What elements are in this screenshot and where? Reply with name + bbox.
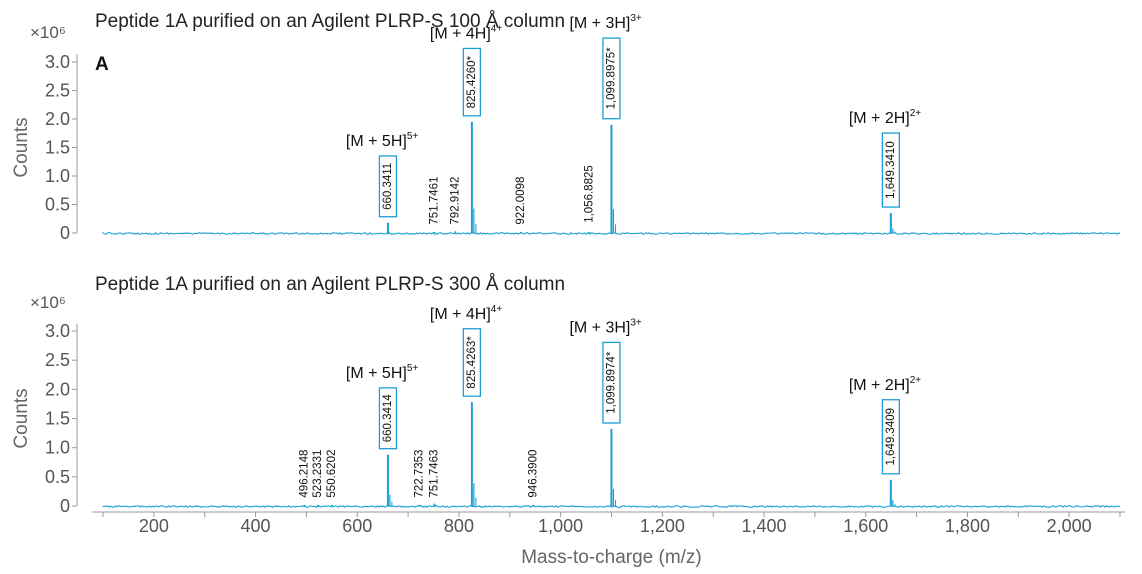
ion-label-text: [M + 3H] [569,15,630,32]
x-tick-label: 1,800 [945,516,990,536]
ion-charge: 5+ [407,131,419,142]
peak-label-box [602,37,621,120]
peak-label-box [462,47,482,117]
baseline-trace [102,504,1121,508]
peak-label: 1,056.8825 [584,165,596,223]
peak-label: 550.6202 [326,450,338,498]
spectrum-panel-2: Peptide 1A purified on an Agilent PLRP-S… [11,274,1125,568]
ion-label-text: [M + 2H] [849,110,910,127]
y-tick-label: 2.0 [45,379,70,399]
x-tick-label: 400 [241,516,271,536]
peak-label: 946.3900 [527,450,539,498]
ion-label: [M + 4H]4+ [430,23,502,42]
peak-label: 751.7461 [428,177,440,225]
y-tick-label: 2.0 [45,109,70,129]
ion-label-text: [M + 3H] [569,319,630,336]
x-tick-label: 1,000 [538,516,583,536]
ion-label: [M + 3H]3+ [569,317,641,336]
ion-label: [M + 5H]5+ [346,363,418,382]
panel-letter: A [95,54,109,75]
baseline-trace [102,231,1121,235]
ion-label: [M + 5H]5+ [346,131,418,150]
y-axis-label: Counts [11,117,32,177]
y-axis-label: Counts [11,388,32,448]
x-tick-label: 200 [139,516,169,536]
peak-label: 751.7463 [428,450,440,498]
ion-label-text: [M + 4H] [430,25,491,42]
peak-label: 523.2331 [312,450,324,498]
y-scale-label: ×10⁶ [30,23,66,42]
peak-label: 1,649.3410 [885,141,897,199]
peak-label-box [881,132,900,208]
ion-label: [M + 4H]4+ [430,304,502,323]
y-tick-label: 1.0 [45,166,70,186]
y-tick-label: 3.0 [45,52,70,72]
peak-label: 1,099.8975* [605,47,617,110]
peak-label-box [378,387,398,450]
peak-label: 496.2148 [298,450,310,498]
peak-label: 922.0098 [515,177,527,225]
y-tick-label: 0 [60,496,70,516]
peak-label: 722.7353 [414,450,426,498]
y-tick-label: 1.0 [45,438,70,458]
peak-label: 825.4263* [466,336,478,389]
y-tick-label: 2.5 [45,81,70,101]
ion-label-text: [M + 5H] [346,365,407,382]
panel-title: Peptide 1A purified on an Agilent PLRP-S… [95,274,565,295]
ion-label-text: [M + 5H] [346,133,407,150]
ion-label: [M + 3H]3+ [569,13,641,32]
x-tick-label: 800 [444,516,474,536]
y-tick-label: 0 [60,223,70,243]
ion-label-text: [M + 4H] [430,306,491,323]
y-tick-label: 1.5 [45,138,70,158]
ion-charge: 3+ [630,317,642,328]
peak-label: 660.3414 [382,394,394,443]
spectrum-panel-1: Peptide 1A purified on an Agilent PLRP-S… [11,11,1121,243]
x-tick-label: 1,600 [843,516,888,536]
y-tick-label: 0.5 [45,195,70,215]
peak-label-box [462,328,482,397]
ion-charge: 4+ [491,23,503,34]
peak-label-box [602,341,621,424]
y-tick-label: 0.5 [45,467,70,487]
y-tick-label: 2.5 [45,350,70,370]
peak-label: 1,099.8974* [605,351,617,414]
ion-charge: 4+ [491,304,503,315]
peak-label-box [881,399,900,475]
ion-label-text: [M + 2H] [849,377,910,394]
x-tick-label: 1,200 [640,516,685,536]
ion-charge: 2+ [910,108,922,119]
ion-charge: 5+ [407,363,419,374]
x-axis-label: Mass-to-charge (m/z) [521,547,702,568]
ion-label: [M + 2H]2+ [849,375,921,394]
x-tick-label: 2,000 [1047,516,1092,536]
peak-label: 660.3411 [382,163,394,210]
y-scale-label: ×10⁶ [30,293,66,312]
ion-label: [M + 2H]2+ [849,108,921,127]
ion-charge: 2+ [910,375,922,386]
x-tick-label: 600 [342,516,372,536]
x-tick-label: 1,400 [742,516,787,536]
peak-label: 792.9142 [449,177,461,225]
ion-charge: 3+ [630,13,642,24]
y-tick-label: 1.5 [45,409,70,429]
peak-label: 825.4260* [466,55,478,108]
panel-title: Peptide 1A purified on an Agilent PLRP-S… [95,11,565,32]
y-tick-label: 3.0 [45,321,70,341]
peak-label: 1,649.3409 [885,408,897,466]
peak-label-box [378,155,398,218]
